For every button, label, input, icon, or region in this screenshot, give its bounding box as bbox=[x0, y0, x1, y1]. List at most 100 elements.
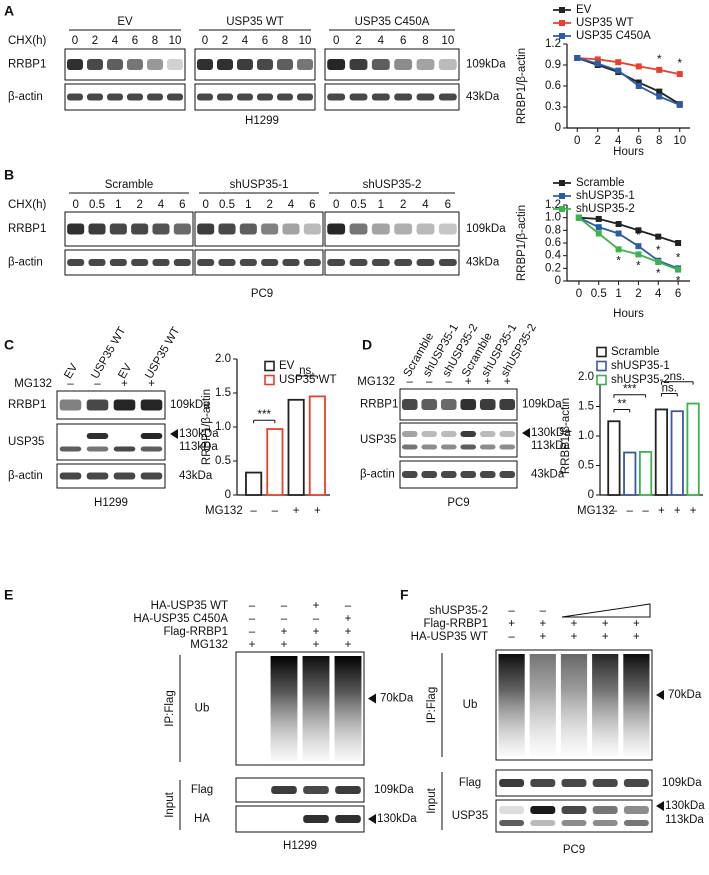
data-point bbox=[676, 71, 683, 78]
band bbox=[421, 471, 438, 478]
time-point: 6 bbox=[179, 199, 185, 211]
x-axis-label: MG132 bbox=[205, 505, 243, 517]
band bbox=[86, 472, 109, 480]
row-label: MG132 bbox=[14, 378, 52, 390]
row-label: USP35 bbox=[360, 434, 396, 446]
band bbox=[67, 93, 83, 101]
data-point bbox=[635, 63, 642, 70]
row-label: USP35 bbox=[452, 810, 488, 822]
band bbox=[394, 259, 413, 266]
sign: + bbox=[633, 618, 640, 630]
blot-box bbox=[324, 249, 460, 276]
legend-marker bbox=[264, 360, 275, 372]
size-label: 70kDa bbox=[380, 693, 414, 705]
y-tick-label: 2.0 bbox=[215, 353, 231, 365]
row-label: Flag bbox=[459, 777, 481, 789]
x-tick-label: 2 bbox=[595, 135, 601, 147]
time-point: 2 bbox=[136, 199, 142, 211]
arrowhead bbox=[656, 690, 664, 700]
y-tick-label: 0.5 bbox=[215, 455, 231, 467]
band bbox=[86, 433, 109, 439]
data-point bbox=[675, 266, 682, 273]
arrowhead bbox=[368, 814, 376, 824]
group-label: shUSP35-1 bbox=[230, 179, 289, 191]
sign: – bbox=[446, 376, 453, 388]
time-point: 10 bbox=[299, 35, 312, 47]
time-point: 6 bbox=[445, 199, 451, 211]
cell-line: PC9 bbox=[447, 497, 469, 509]
y-tick-label: 1.0 bbox=[578, 430, 594, 442]
band bbox=[218, 259, 236, 266]
group-label: IP:Flag bbox=[164, 690, 176, 726]
band bbox=[335, 815, 361, 823]
group-label: Input bbox=[426, 787, 438, 813]
band bbox=[394, 59, 413, 70]
band bbox=[530, 779, 556, 787]
group-label: USP35 WT bbox=[226, 16, 284, 28]
band bbox=[530, 806, 556, 814]
band bbox=[127, 93, 143, 101]
band bbox=[327, 223, 346, 235]
band bbox=[499, 399, 516, 410]
band bbox=[303, 223, 321, 235]
size-label: 113kDa bbox=[531, 440, 570, 452]
band bbox=[460, 444, 477, 450]
band bbox=[257, 59, 273, 70]
x-tick-label: + bbox=[690, 505, 697, 517]
y-tick-label: 1.0 bbox=[545, 212, 561, 224]
row-label: HA-USP35 WT bbox=[151, 600, 228, 612]
data-point bbox=[635, 227, 642, 234]
band bbox=[623, 806, 649, 814]
band bbox=[237, 93, 253, 101]
blot-box bbox=[399, 388, 518, 421]
smear bbox=[498, 654, 525, 756]
band bbox=[561, 806, 587, 814]
x-axis-label: Hours bbox=[613, 308, 644, 320]
data-point bbox=[575, 214, 582, 221]
band bbox=[59, 446, 82, 452]
band bbox=[416, 223, 435, 235]
band bbox=[261, 223, 279, 235]
legend-marker bbox=[596, 360, 607, 372]
band bbox=[499, 806, 525, 814]
band bbox=[416, 93, 435, 101]
data-point bbox=[676, 101, 683, 108]
annotation: ns. bbox=[299, 365, 314, 377]
smear bbox=[334, 656, 362, 761]
data-point bbox=[656, 93, 663, 100]
size-label: 109kDa bbox=[662, 777, 702, 789]
x-tick-label: + bbox=[293, 505, 300, 517]
annotation: *** bbox=[258, 409, 272, 421]
row-label: β-actin bbox=[360, 469, 395, 481]
data-line bbox=[578, 216, 679, 270]
sign: – bbox=[508, 605, 515, 617]
band bbox=[167, 59, 183, 70]
time-point: 8 bbox=[282, 35, 288, 47]
sign: + bbox=[602, 631, 609, 643]
time-point: 0.5 bbox=[219, 199, 235, 211]
band bbox=[152, 259, 170, 266]
x-tick-label: 0 bbox=[576, 288, 582, 300]
band bbox=[401, 471, 418, 478]
band bbox=[303, 786, 329, 794]
time-point: 0 bbox=[202, 35, 208, 47]
band bbox=[335, 786, 361, 794]
band bbox=[421, 399, 438, 410]
time-point: 1 bbox=[115, 199, 121, 211]
x-tick-label: 1 bbox=[615, 288, 621, 300]
size-label: 113kDa bbox=[665, 814, 704, 826]
cell-line: PC9 bbox=[251, 288, 273, 300]
size-label: 43kDa bbox=[531, 469, 565, 481]
band bbox=[109, 259, 127, 266]
blot-box bbox=[64, 48, 186, 81]
group-label: Scramble bbox=[105, 179, 154, 191]
time-point: 2 bbox=[222, 35, 228, 47]
band bbox=[561, 779, 587, 787]
data-point bbox=[594, 60, 601, 67]
band bbox=[349, 223, 368, 235]
band bbox=[88, 259, 106, 266]
row-label: CHX(h) bbox=[8, 199, 47, 211]
sign: – bbox=[249, 626, 256, 638]
annotation: * bbox=[676, 276, 681, 288]
size-label: 130kDa bbox=[179, 428, 219, 440]
